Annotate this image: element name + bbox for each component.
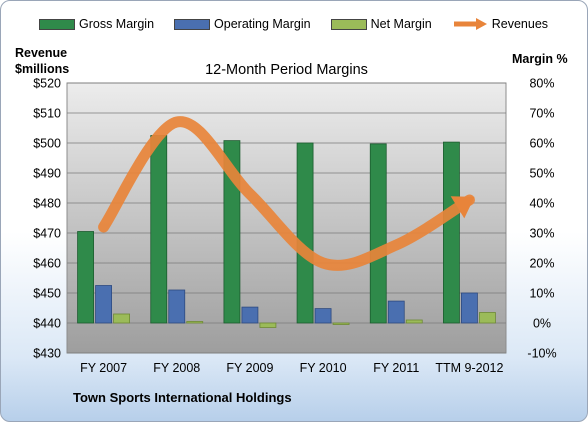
legend-label-operating-margin: Operating Margin: [214, 17, 311, 31]
category-tick-label: FY 2010: [300, 361, 347, 375]
right-tick-label: -10%: [527, 347, 556, 361]
right-tick-label: 60%: [529, 137, 554, 151]
legend-item-operating-margin: Operating Margin: [174, 13, 311, 35]
bar-operating-margin: [387, 300, 405, 324]
company-name: Town Sports International Holdings: [73, 390, 292, 405]
right-tick-label: 70%: [529, 107, 554, 121]
bar-net-margin: [113, 313, 130, 324]
axis-ticks: $430 $440 $450 $460 $470 $480 $490 $500 $510 $520…: [33, 77, 556, 376]
left-axis-title-line2: $millions: [15, 62, 70, 76]
bar-gross-margin: [296, 142, 314, 324]
category-tick-label: FY 2009: [226, 361, 273, 375]
bar-gross-margin: [443, 141, 460, 324]
bar-net-margin: [405, 319, 423, 324]
bar-series: [77, 135, 496, 328]
legend-label-net-margin: Net Margin: [370, 17, 432, 31]
category-tick-label: FY 2007: [80, 361, 127, 375]
left-tick-label: $520: [33, 77, 61, 91]
left-tick-label: $490: [33, 167, 61, 181]
bar-net-margin: [259, 322, 277, 328]
legend-label-revenues: Revenues: [491, 17, 549, 31]
legend-swatch-net-margin: [330, 18, 367, 30]
legend-swatch-gross-margin: [39, 18, 75, 30]
bar-net-margin: [479, 312, 496, 324]
bar-operating-margin: [241, 306, 259, 324]
left-tick-label: $450: [33, 287, 61, 301]
chart-title: 12-Month Period Margins: [205, 62, 368, 78]
bar-operating-margin: [314, 308, 332, 324]
category-tick-label: FY 2011: [373, 361, 419, 375]
legend: Gross Margin Operating Margin Net Margin…: [39, 13, 568, 35]
bar-gross-margin: [369, 143, 387, 324]
right-tick-label: 0%: [533, 317, 551, 331]
right-tick-label: 80%: [529, 77, 554, 91]
left-tick-label: $480: [33, 197, 61, 211]
bar-operating-margin: [95, 285, 112, 324]
legend-swatch-operating-margin: [174, 18, 211, 30]
category-tick-label: TTM 9-2012: [435, 361, 503, 375]
left-tick-label: $470: [33, 227, 61, 241]
left-tick-label: $500: [33, 137, 61, 151]
gridlines: [67, 82, 506, 354]
left-tick-label: $430: [33, 347, 61, 361]
left-axis-title: Revenue $millions: [15, 45, 69, 77]
right-axis-title: Margin %: [512, 52, 568, 66]
right-tick-label: 20%: [529, 257, 554, 271]
left-axis-title-line1: Revenue: [15, 46, 68, 60]
bar-gross-margin: [77, 231, 94, 324]
bar-operating-margin: [168, 289, 186, 324]
legend-label-gross-margin: Gross Margin: [79, 17, 155, 31]
left-tick-label: $460: [33, 257, 61, 271]
right-tick-label: 10%: [529, 287, 554, 301]
right-tick-label: 40%: [529, 197, 554, 211]
legend-arrow-icon: [453, 18, 487, 30]
legend-item-revenues: Revenues: [452, 13, 548, 35]
right-tick-label: 50%: [529, 167, 554, 181]
legend-item-gross-margin: Gross Margin: [39, 13, 154, 35]
revenue-line-path: [98, 116, 475, 271]
legend-item-net-margin: Net Margin: [330, 13, 432, 35]
bar-gross-margin: [150, 135, 168, 324]
bar-net-margin: [186, 321, 204, 324]
category-tick-label: FY 2008: [153, 361, 200, 375]
bar-operating-margin: [461, 292, 478, 324]
bar-net-margin: [332, 322, 350, 325]
left-tick-label: $510: [33, 107, 61, 121]
left-tick-label: $440: [33, 317, 61, 331]
revenue-arrowhead-icon: [450, 196, 475, 219]
right-tick-label: 30%: [529, 227, 554, 241]
revenue-line: [98, 116, 475, 271]
